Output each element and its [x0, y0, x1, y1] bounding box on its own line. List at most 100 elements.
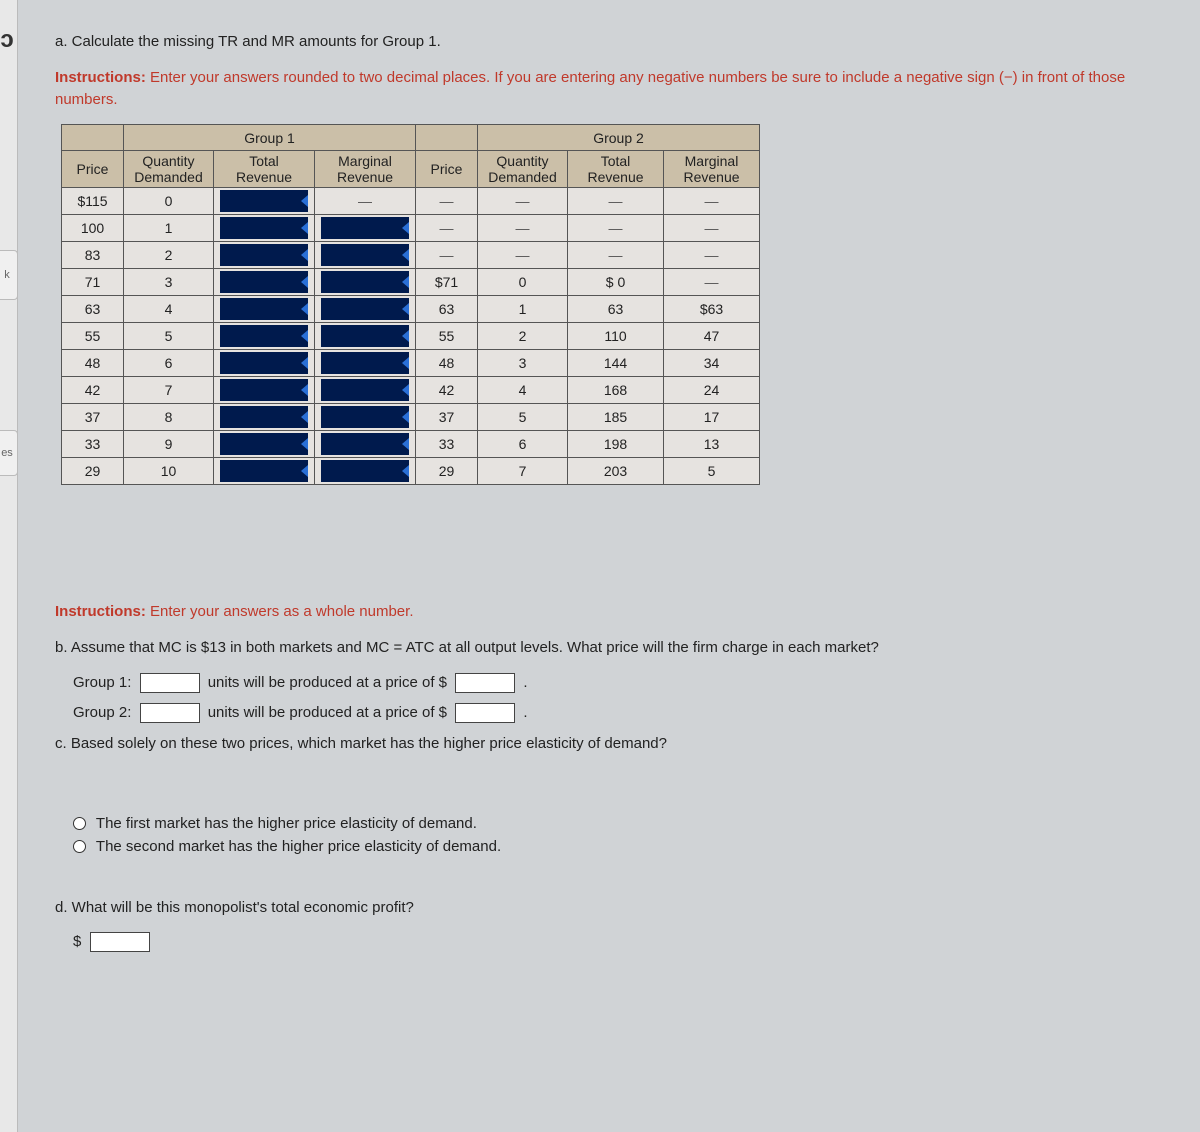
table-cell: 3	[124, 269, 214, 296]
table-cell: —	[416, 242, 478, 269]
part-a-prompt: a. Calculate the missing TR and MR amoun…	[55, 31, 1165, 53]
revenue-table: Group 1 Group 2 Price QuantityDemanded T…	[61, 124, 760, 485]
table-cell: 6	[478, 431, 568, 458]
profit-input[interactable]	[90, 932, 150, 952]
radio-label-1: The first market has the higher price el…	[96, 815, 477, 832]
g1-mr-input[interactable]	[321, 433, 409, 455]
g1-mr-input[interactable]	[321, 379, 409, 401]
th-tr-2: TotalRevenue	[568, 151, 664, 188]
table-cell: 4	[478, 377, 568, 404]
g1-tr-input[interactable]	[220, 217, 308, 239]
table-cell	[214, 296, 315, 323]
g1-tr-input[interactable]	[220, 406, 308, 428]
blank-header	[62, 125, 124, 151]
g1-tr-input[interactable]	[220, 433, 308, 455]
table-cell: 203	[568, 458, 664, 485]
table-row: 63463163$63	[62, 296, 760, 323]
table-cell	[315, 242, 416, 269]
table-cell	[315, 431, 416, 458]
table-cell: 0	[124, 188, 214, 215]
table-cell: 6	[124, 350, 214, 377]
blank-header	[416, 125, 478, 151]
table-cell: 110	[568, 323, 664, 350]
table-cell: $71	[416, 269, 478, 296]
table-cell	[315, 458, 416, 485]
table-row: 29102972035	[62, 458, 760, 485]
g1-tr-input[interactable]	[220, 271, 308, 293]
g1-tr-input[interactable]	[220, 190, 308, 212]
table-cell: 0	[478, 269, 568, 296]
side-tab-k[interactable]: k	[0, 250, 18, 300]
th-mr-1: MarginalRevenue	[315, 151, 416, 188]
table-cell: 100	[62, 215, 124, 242]
g1-mr-input[interactable]	[321, 352, 409, 374]
g1-mr-input[interactable]	[321, 325, 409, 347]
table-cell: $ 0	[568, 269, 664, 296]
radio-option-1[interactable]: The first market has the higher price el…	[73, 815, 1165, 832]
units-text: units will be produced at a price of $	[208, 704, 447, 721]
group1-title: Group 1	[124, 125, 416, 151]
table-cell: 42	[62, 377, 124, 404]
th-qd-2: QuantityDemanded	[478, 151, 568, 188]
radio-label-2: The second market has the higher price e…	[96, 838, 501, 855]
instructions-body: Enter your answers rounded to two decima…	[55, 69, 1125, 108]
table-cell	[214, 188, 315, 215]
g1-mr-input[interactable]	[321, 298, 409, 320]
table-cell: 168	[568, 377, 664, 404]
g1-mr-input[interactable]	[321, 217, 409, 239]
table-cell	[214, 242, 315, 269]
th-mr-2: MarginalRevenue	[664, 151, 760, 188]
table-cell: 1	[478, 296, 568, 323]
table-cell: 1	[124, 215, 214, 242]
group2-units-input[interactable]	[140, 703, 200, 723]
part-a-instructions: Instructions: Enter your answers rounded…	[55, 67, 1165, 111]
table-cell: 47	[664, 323, 760, 350]
table-cell: 63	[568, 296, 664, 323]
table-cell: 2	[478, 323, 568, 350]
g1-tr-input[interactable]	[220, 298, 308, 320]
radio-option-2[interactable]: The second market has the higher price e…	[73, 838, 1165, 855]
table-cell: —	[568, 242, 664, 269]
g1-mr-input[interactable]	[321, 406, 409, 428]
table-cell	[214, 431, 315, 458]
units-text: units will be produced at a price of $	[208, 674, 447, 691]
table-cell: 17	[664, 404, 760, 431]
table-cell: 37	[62, 404, 124, 431]
part-d-prompt: d. What will be this monopolist's total …	[55, 897, 1165, 919]
table-cell: 7	[478, 458, 568, 485]
g1-mr-input[interactable]	[321, 460, 409, 482]
part-b-prompt: b. Assume that MC is $13 in both markets…	[55, 637, 1165, 659]
g1-tr-input[interactable]	[220, 352, 308, 374]
table-cell: 48	[62, 350, 124, 377]
table-cell	[315, 404, 416, 431]
group1-answer-row: Group 1: units will be produced at a pri…	[73, 673, 1165, 693]
table-cell: 83	[62, 242, 124, 269]
g1-tr-input[interactable]	[220, 460, 308, 482]
g1-tr-input[interactable]	[220, 244, 308, 266]
group1-price-input[interactable]	[455, 673, 515, 693]
table-cell: 8	[124, 404, 214, 431]
table-cell: 55	[62, 323, 124, 350]
table-row: 832————	[62, 242, 760, 269]
table-cell: $115	[62, 188, 124, 215]
table-cell: 55	[416, 323, 478, 350]
side-tab-es[interactable]: es	[0, 430, 18, 476]
table-row: 42742416824	[62, 377, 760, 404]
table-cell: 42	[416, 377, 478, 404]
radio-icon	[73, 840, 86, 853]
table-row: 48648314434	[62, 350, 760, 377]
group1-units-input[interactable]	[140, 673, 200, 693]
g1-tr-input[interactable]	[220, 379, 308, 401]
table-row: 33933619813	[62, 431, 760, 458]
left-nav-edge	[0, 0, 18, 1132]
table-cell: 7	[124, 377, 214, 404]
table-cell: 63	[62, 296, 124, 323]
table-row: 55555211047	[62, 323, 760, 350]
table-cell: 5	[124, 323, 214, 350]
group2-price-input[interactable]	[455, 703, 515, 723]
table-cell	[214, 323, 315, 350]
dollar-sign: $	[73, 933, 81, 950]
g1-tr-input[interactable]	[220, 325, 308, 347]
g1-mr-input[interactable]	[321, 271, 409, 293]
g1-mr-input[interactable]	[321, 244, 409, 266]
